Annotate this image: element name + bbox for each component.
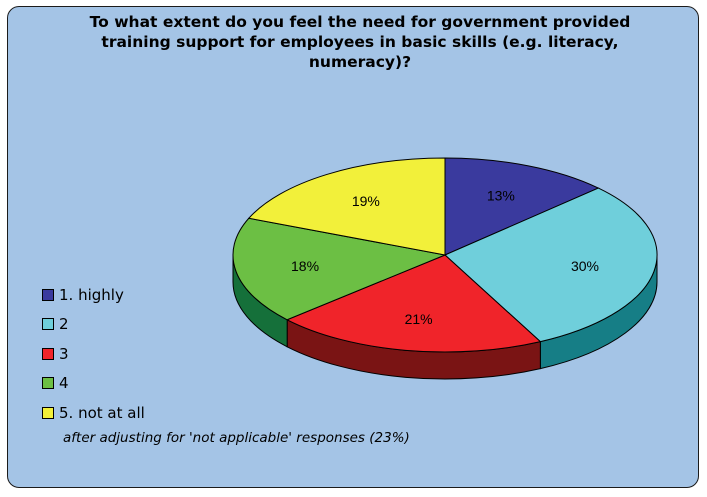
legend-item: 1. highly xyxy=(42,280,145,310)
pie-slice-2 xyxy=(444,187,658,343)
pie-slice-1 xyxy=(444,157,600,256)
slice-label-3: 21% xyxy=(405,311,433,327)
legend-swatch-4 xyxy=(42,377,54,390)
legend: 1. highly 2 3 4 5. not at all xyxy=(42,280,145,428)
legend-item: 3 xyxy=(42,339,145,369)
slice-label-1: 13% xyxy=(487,187,515,203)
slice-label-2: 30% xyxy=(571,258,599,274)
legend-label-1: 1. highly xyxy=(59,285,124,304)
pie-slice-4 xyxy=(232,217,447,321)
pie-slice-5 xyxy=(247,157,446,256)
chart-note: after adjusting for 'not applicable' res… xyxy=(63,430,410,446)
legend-swatch-1 xyxy=(42,288,54,301)
legend-label-5: 5. not at all xyxy=(59,403,145,422)
slice-label-5: 19% xyxy=(352,193,380,209)
legend-swatch-2 xyxy=(42,318,54,331)
pie-tops xyxy=(232,157,658,353)
pie-slice-3 xyxy=(285,254,542,353)
legend-item: 4 xyxy=(42,369,145,399)
legend-item: 2 xyxy=(42,310,145,340)
legend-label-3: 3 xyxy=(59,344,69,363)
legend-swatch-3 xyxy=(42,347,54,360)
legend-swatch-5 xyxy=(42,406,54,419)
chart-title: To what extent do you feel the need for … xyxy=(89,13,631,71)
pie-labels: 13% 30% 21% 18% 19% xyxy=(291,187,599,327)
legend-label-4: 4 xyxy=(59,374,69,393)
legend-item: 5. not at all xyxy=(42,398,145,428)
slice-label-4: 18% xyxy=(291,258,319,274)
legend-label-2: 2 xyxy=(59,315,69,334)
